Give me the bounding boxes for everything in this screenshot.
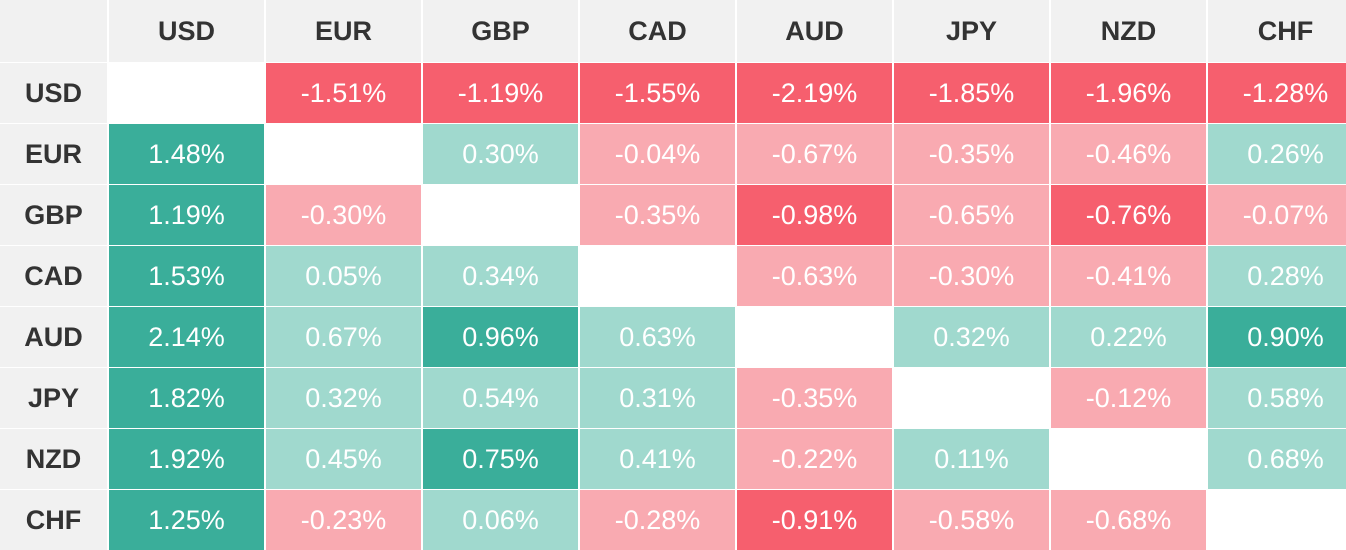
heatmap-cell-aud-cad: 0.63% <box>580 307 735 367</box>
heatmap-cell-gbp-nzd: -0.76% <box>1051 185 1206 245</box>
heatmap-cell-chf-aud: -0.91% <box>737 490 892 550</box>
heatmap-cell-nzd-gbp: 0.75% <box>423 429 578 489</box>
heatmap-cell-nzd-cad: 0.41% <box>580 429 735 489</box>
heatmap-cell-cad-eur: 0.05% <box>266 246 421 306</box>
heatmap-cell-eur-nzd: -0.46% <box>1051 124 1206 184</box>
heatmap-cell-gbp-jpy: -0.65% <box>894 185 1049 245</box>
heatmap-cell-eur-chf: 0.26% <box>1208 124 1346 184</box>
heatmap-cell-eur-cad: -0.04% <box>580 124 735 184</box>
heatmap-cell-jpy-aud: -0.35% <box>737 368 892 428</box>
row-header-nzd: NZD <box>0 429 107 489</box>
heatmap-cell-aud-jpy: 0.32% <box>894 307 1049 367</box>
heatmap-cell-jpy-chf: 0.58% <box>1208 368 1346 428</box>
heatmap-cell-chf-eur: -0.23% <box>266 490 421 550</box>
heatmap-cell-cad-jpy: -0.30% <box>894 246 1049 306</box>
heatmap-cell-jpy-nzd: -0.12% <box>1051 368 1206 428</box>
heatmap-cell-aud-chf: 0.90% <box>1208 307 1346 367</box>
heatmap-cell-usd-usd <box>109 63 264 123</box>
row-header-eur: EUR <box>0 124 107 184</box>
heatmap-cell-usd-jpy: -1.85% <box>894 63 1049 123</box>
heatmap-cell-eur-jpy: -0.35% <box>894 124 1049 184</box>
heatmap-cell-jpy-cad: 0.31% <box>580 368 735 428</box>
heatmap-cell-aud-gbp: 0.96% <box>423 307 578 367</box>
row-header-gbp: GBP <box>0 185 107 245</box>
heatmap-cell-aud-aud <box>737 307 892 367</box>
heatmap-cell-jpy-gbp: 0.54% <box>423 368 578 428</box>
heatmap-cell-gbp-eur: -0.30% <box>266 185 421 245</box>
heatmap-cell-cad-gbp: 0.34% <box>423 246 578 306</box>
heatmap-cell-cad-nzd: -0.41% <box>1051 246 1206 306</box>
heatmap-cell-cad-usd: 1.53% <box>109 246 264 306</box>
heatmap-cell-usd-aud: -2.19% <box>737 63 892 123</box>
heatmap-cell-chf-jpy: -0.58% <box>894 490 1049 550</box>
heatmap-cell-chf-usd: 1.25% <box>109 490 264 550</box>
column-header-usd: USD <box>109 0 264 62</box>
row-header-jpy: JPY <box>0 368 107 428</box>
column-header-gbp: GBP <box>423 0 578 62</box>
heatmap-cell-nzd-jpy: 0.11% <box>894 429 1049 489</box>
heatmap-cell-cad-cad <box>580 246 735 306</box>
corner-cell <box>0 0 107 62</box>
heatmap-cell-aud-usd: 2.14% <box>109 307 264 367</box>
heatmap-cell-gbp-usd: 1.19% <box>109 185 264 245</box>
heatmap-cell-chf-chf <box>1208 490 1346 550</box>
heatmap-cell-nzd-eur: 0.45% <box>266 429 421 489</box>
heatmap-cell-eur-eur <box>266 124 421 184</box>
row-header-usd: USD <box>0 63 107 123</box>
heatmap-cell-jpy-jpy <box>894 368 1049 428</box>
heatmap-cell-aud-nzd: 0.22% <box>1051 307 1206 367</box>
heatmap-cell-gbp-aud: -0.98% <box>737 185 892 245</box>
heatmap-cell-chf-gbp: 0.06% <box>423 490 578 550</box>
heatmap-cell-cad-aud: -0.63% <box>737 246 892 306</box>
heatmap-cell-gbp-gbp <box>423 185 578 245</box>
heatmap-cell-jpy-usd: 1.82% <box>109 368 264 428</box>
heatmap-cell-gbp-chf: -0.07% <box>1208 185 1346 245</box>
row-header-chf: CHF <box>0 490 107 550</box>
column-header-eur: EUR <box>266 0 421 62</box>
heatmap-cell-nzd-chf: 0.68% <box>1208 429 1346 489</box>
heatmap-cell-eur-gbp: 0.30% <box>423 124 578 184</box>
column-header-jpy: JPY <box>894 0 1049 62</box>
heatmap-cell-eur-usd: 1.48% <box>109 124 264 184</box>
heatmap-cell-gbp-cad: -0.35% <box>580 185 735 245</box>
row-header-aud: AUD <box>0 307 107 367</box>
heatmap-cell-usd-gbp: -1.19% <box>423 63 578 123</box>
heatmap-cell-nzd-aud: -0.22% <box>737 429 892 489</box>
heatmap-cell-eur-aud: -0.67% <box>737 124 892 184</box>
heatmap-cell-usd-nzd: -1.96% <box>1051 63 1206 123</box>
heatmap-cell-usd-eur: -1.51% <box>266 63 421 123</box>
row-header-cad: CAD <box>0 246 107 306</box>
heatmap-cell-chf-cad: -0.28% <box>580 490 735 550</box>
column-header-aud: AUD <box>737 0 892 62</box>
column-header-nzd: NZD <box>1051 0 1206 62</box>
heatmap-cell-usd-chf: -1.28% <box>1208 63 1346 123</box>
column-header-cad: CAD <box>580 0 735 62</box>
heatmap-cell-nzd-usd: 1.92% <box>109 429 264 489</box>
heatmap-cell-cad-chf: 0.28% <box>1208 246 1346 306</box>
heatmap-cell-jpy-eur: 0.32% <box>266 368 421 428</box>
heatmap-cell-aud-eur: 0.67% <box>266 307 421 367</box>
heatmap-cell-chf-nzd: -0.68% <box>1051 490 1206 550</box>
heatmap-cell-usd-cad: -1.55% <box>580 63 735 123</box>
heatmap-cell-nzd-nzd <box>1051 429 1206 489</box>
column-header-chf: CHF <box>1208 0 1346 62</box>
